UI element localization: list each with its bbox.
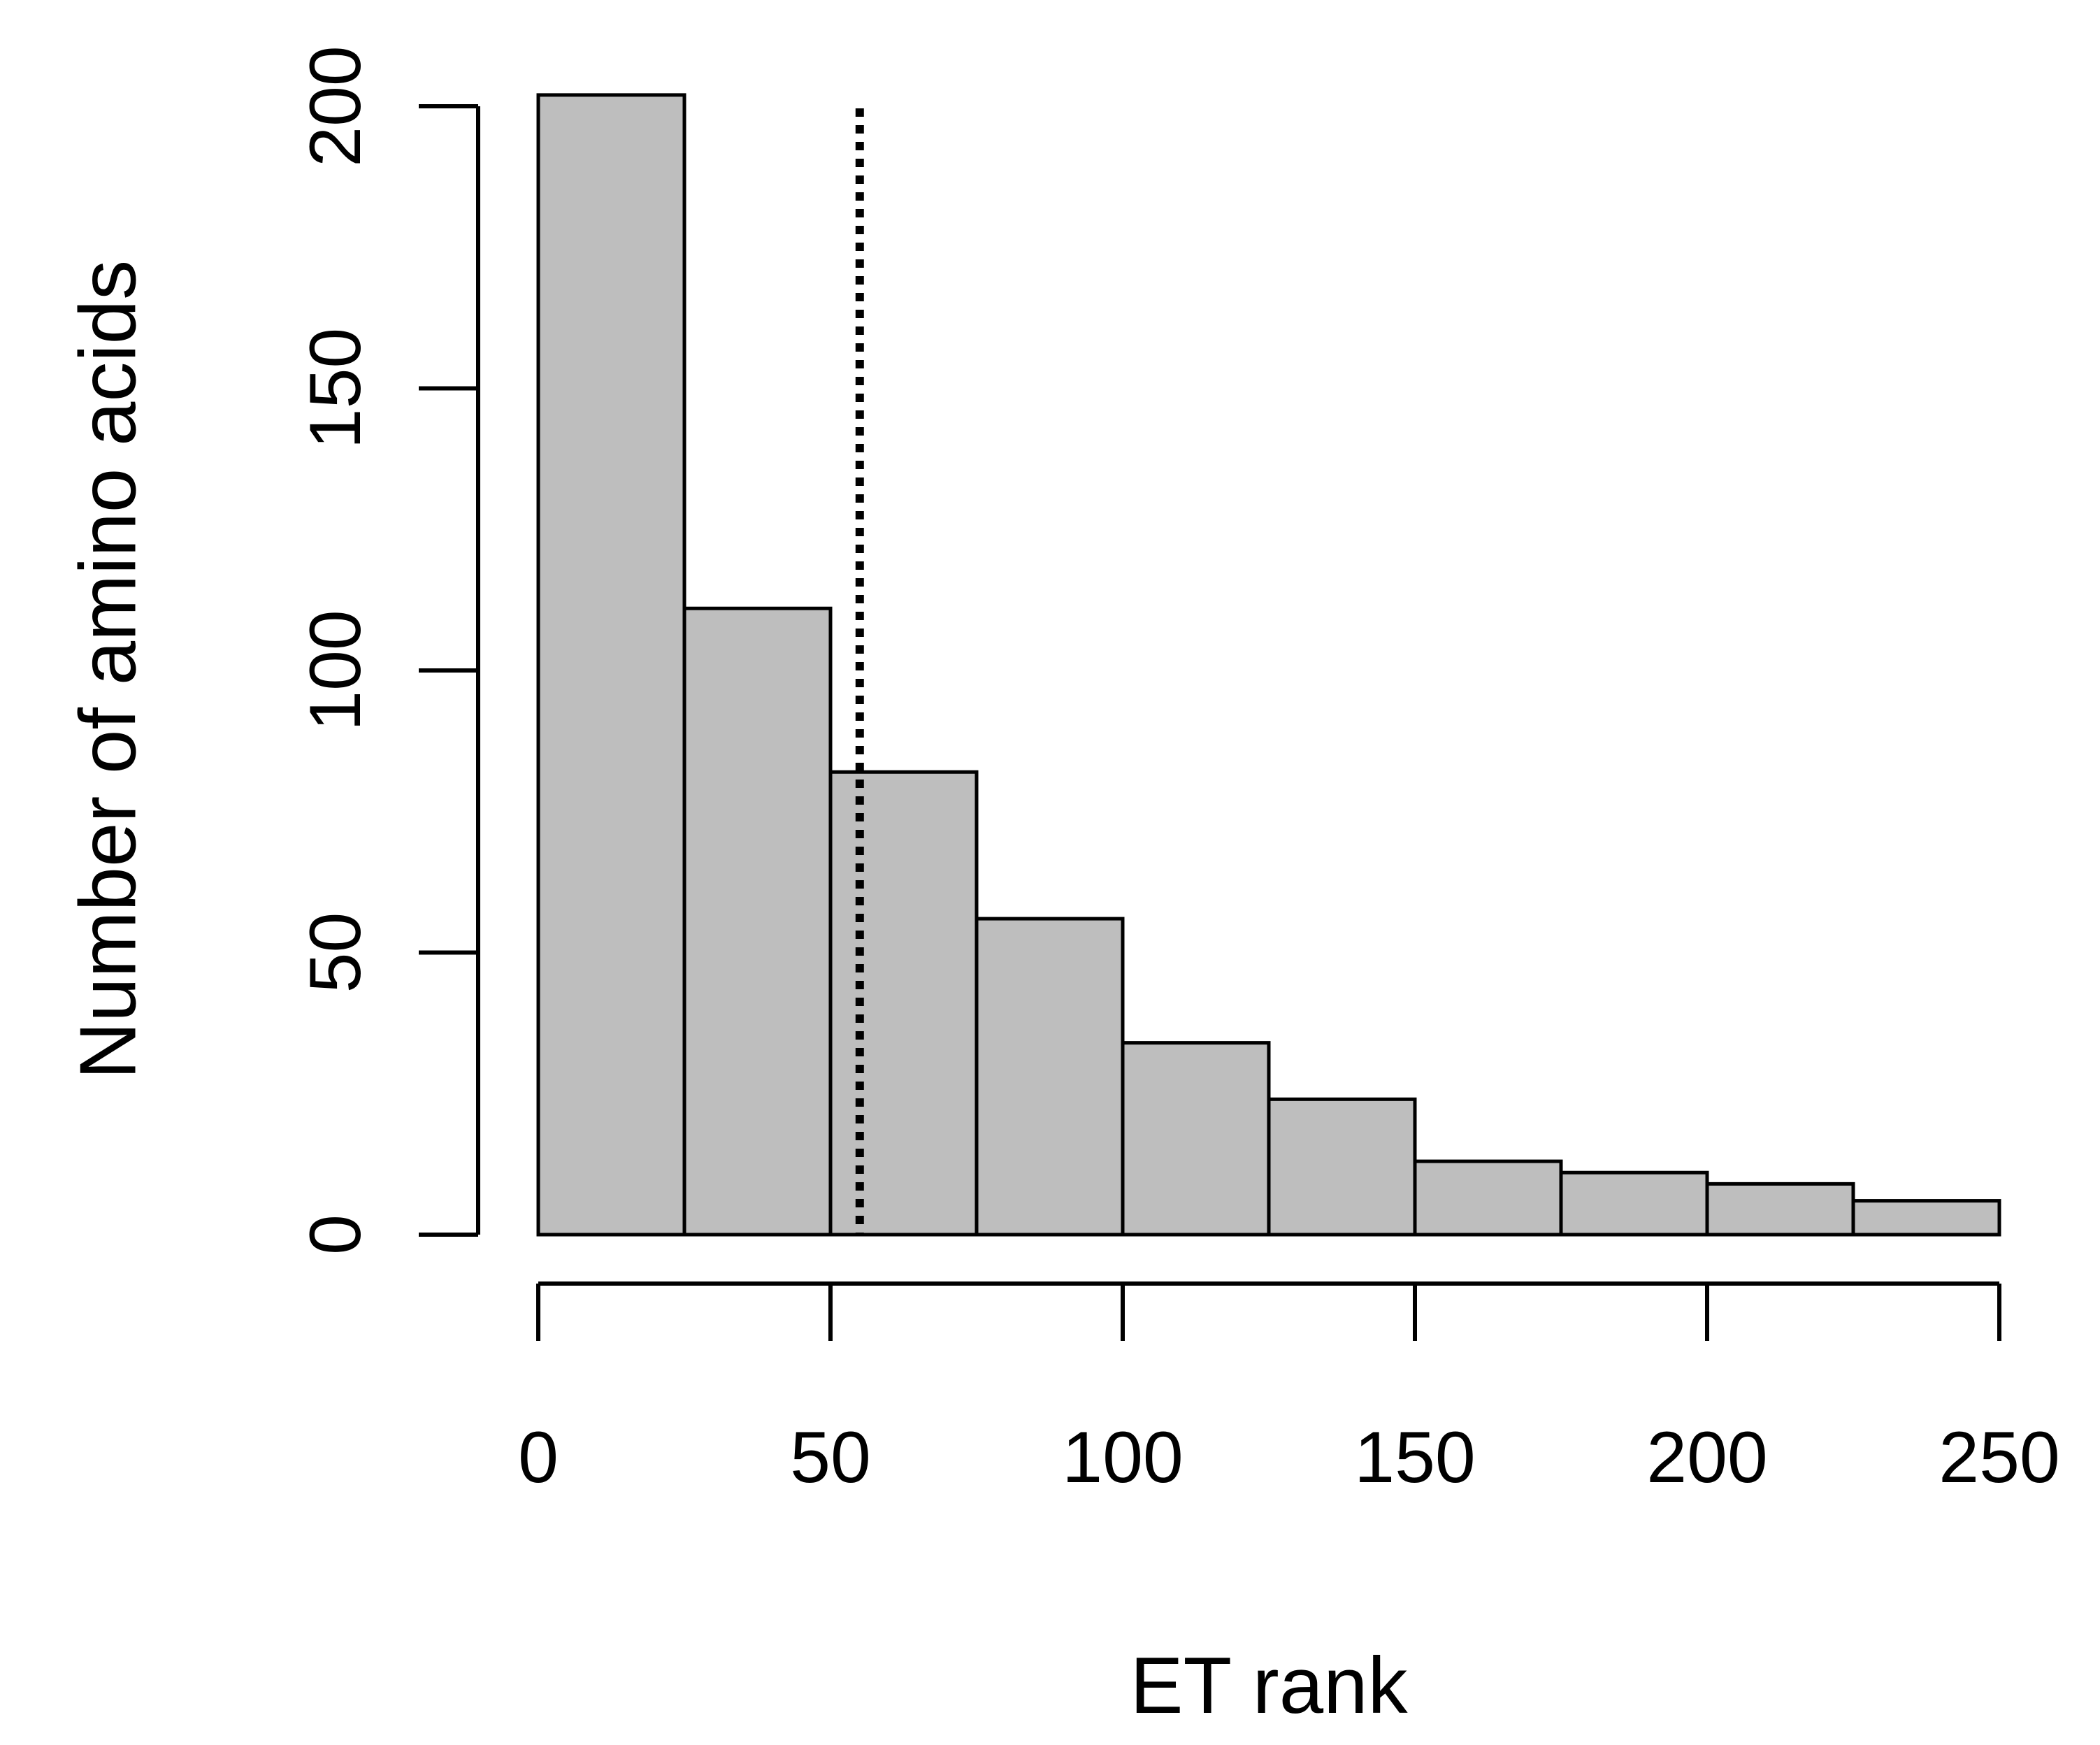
x-tick-label-3: 150	[1354, 1417, 1476, 1498]
y-axis-title: Number of amino acids	[64, 260, 153, 1079]
y-tick-label-0: 0	[295, 1214, 376, 1255]
x-tick-label-2: 100	[1062, 1417, 1184, 1498]
histogram-bar-0	[536, 93, 686, 1237]
histogram-bar-2	[828, 770, 979, 1237]
x-axis-title: ET rank	[1130, 1642, 1408, 1730]
histogram-bar-9	[1851, 1199, 2001, 1237]
y-tick-label-2: 100	[295, 610, 376, 731]
x-tick-label-0: 0	[518, 1417, 559, 1498]
x-tick-label-1: 50	[790, 1417, 871, 1498]
histogram-bar-3	[975, 917, 1125, 1237]
x-tick-label-5: 250	[1939, 1417, 2060, 1498]
x-tick-label-4: 200	[1646, 1417, 1768, 1498]
x-axis: 0 50 100 150 200 250	[518, 1281, 2060, 1498]
y-tick-label-1: 50	[295, 912, 376, 993]
histogram-bar-6	[1413, 1159, 1563, 1237]
histogram-bar-4	[1121, 1041, 1271, 1237]
histogram-bar-8	[1705, 1182, 1855, 1237]
y-tick-label-4: 200	[295, 45, 376, 167]
histogram-bar-1	[682, 606, 833, 1237]
histogram-bar-7	[1559, 1170, 1709, 1237]
histogram-bar-5	[1267, 1097, 1417, 1237]
y-tick-label-3: 150	[295, 328, 376, 450]
y-axis: 0 50 100 150 200	[295, 45, 480, 1255]
histogram-bars	[536, 93, 2001, 1237]
